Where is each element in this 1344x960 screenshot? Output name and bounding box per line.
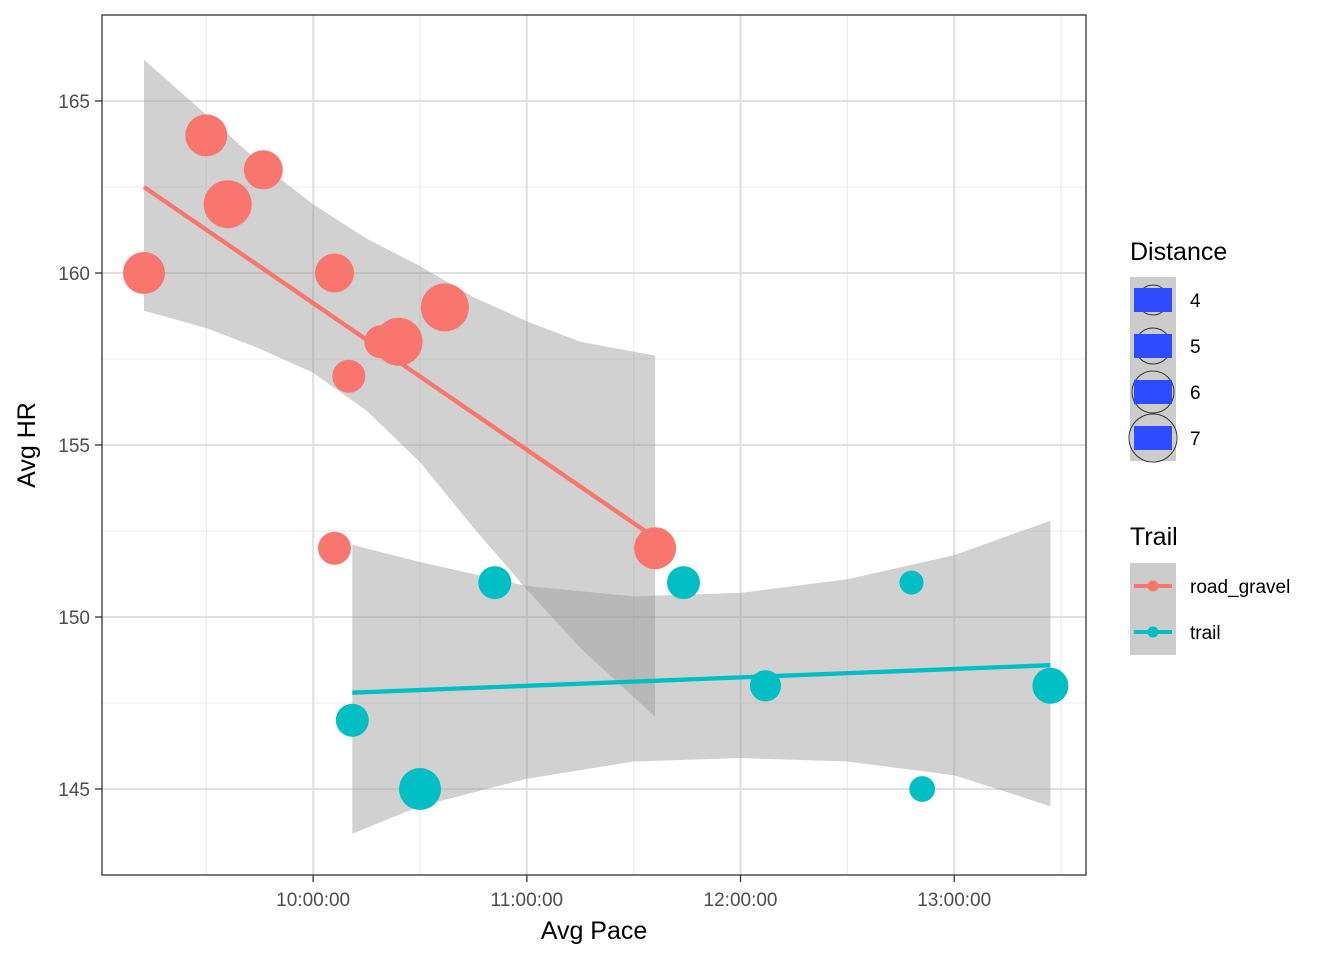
point-road_gravel-2 [203,180,252,229]
legend-distance-key-circle-6 [1131,370,1175,414]
x-tick-label-3: 13:00:00 [917,890,991,911]
point-road_gravel-4 [315,253,354,293]
legend-distance-key-4 [1134,288,1172,312]
legend-distance-title: Distance [1130,238,1227,266]
point-road_gravel-6 [332,359,366,393]
y-axis-title: Avg HR [13,402,41,488]
plot-panel [101,14,1087,876]
legend-trail-key-point-trail [1147,626,1159,638]
legend-distance-label-7: 7 [1190,429,1201,450]
point-road_gravel-9 [420,283,469,332]
point-trail-5 [899,570,924,595]
point-road_gravel-0 [123,252,165,294]
point-trail-0 [335,703,369,737]
point-trail-6 [909,776,936,802]
x-tick-label-0: 10:00:00 [276,890,350,911]
y-tick-label-2: 155 [58,436,90,457]
legend-trail-key-point-road_gravel [1147,580,1159,592]
y-tick-label-4: 165 [58,92,90,113]
legend-distance-label-5: 5 [1190,337,1201,358]
major-gridlines [102,15,1086,875]
legend-distance-label-6: 6 [1190,383,1201,404]
trend-line-road_gravel [142,185,657,540]
x-axis-title: Avg Pace [541,917,648,945]
trend-line-trail [352,663,1051,695]
legend-distance-label-4: 4 [1190,291,1201,312]
legend-trail-label-trail: trail [1190,623,1221,644]
data-points [123,114,1069,810]
legend-distance-key-circle-7 [1128,413,1178,463]
point-trail-1 [399,768,441,810]
y-axis: 145 150 155 160 165 [58,92,102,801]
legend-distance-key-5 [1134,334,1172,358]
legend-trail-title: Trail [1130,523,1178,551]
trend-lines [142,185,1051,695]
y-tick-label-3: 160 [58,264,90,285]
point-road_gravel-5 [318,531,351,565]
point-road_gravel-1 [185,114,228,157]
legend-trail-key-background [1130,563,1176,655]
confidence-band-road_gravel [144,59,656,717]
legend-distance-key-6 [1134,380,1172,404]
legend-distance-key-7 [1134,426,1172,450]
point-road_gravel-10 [634,527,677,570]
x-tick-label-2: 12:00:00 [704,890,778,911]
y-tick-label-1: 150 [58,608,90,629]
legend-distance: Distance 4 5 6 7 [1128,238,1227,463]
point-trail-2 [478,566,512,600]
point-road_gravel-8 [374,317,423,366]
x-axis: 10:00:00 11:00:00 12:00:00 13:00:00 [276,875,991,911]
x-tick-label-1: 11:00:00 [491,890,564,911]
y-tick-label-0: 145 [58,780,90,801]
point-trail-3 [667,566,700,600]
legend-trail-label-road_gravel: road_gravel [1190,577,1290,598]
point-trail-7 [1032,667,1069,704]
point-road_gravel-3 [243,150,283,190]
